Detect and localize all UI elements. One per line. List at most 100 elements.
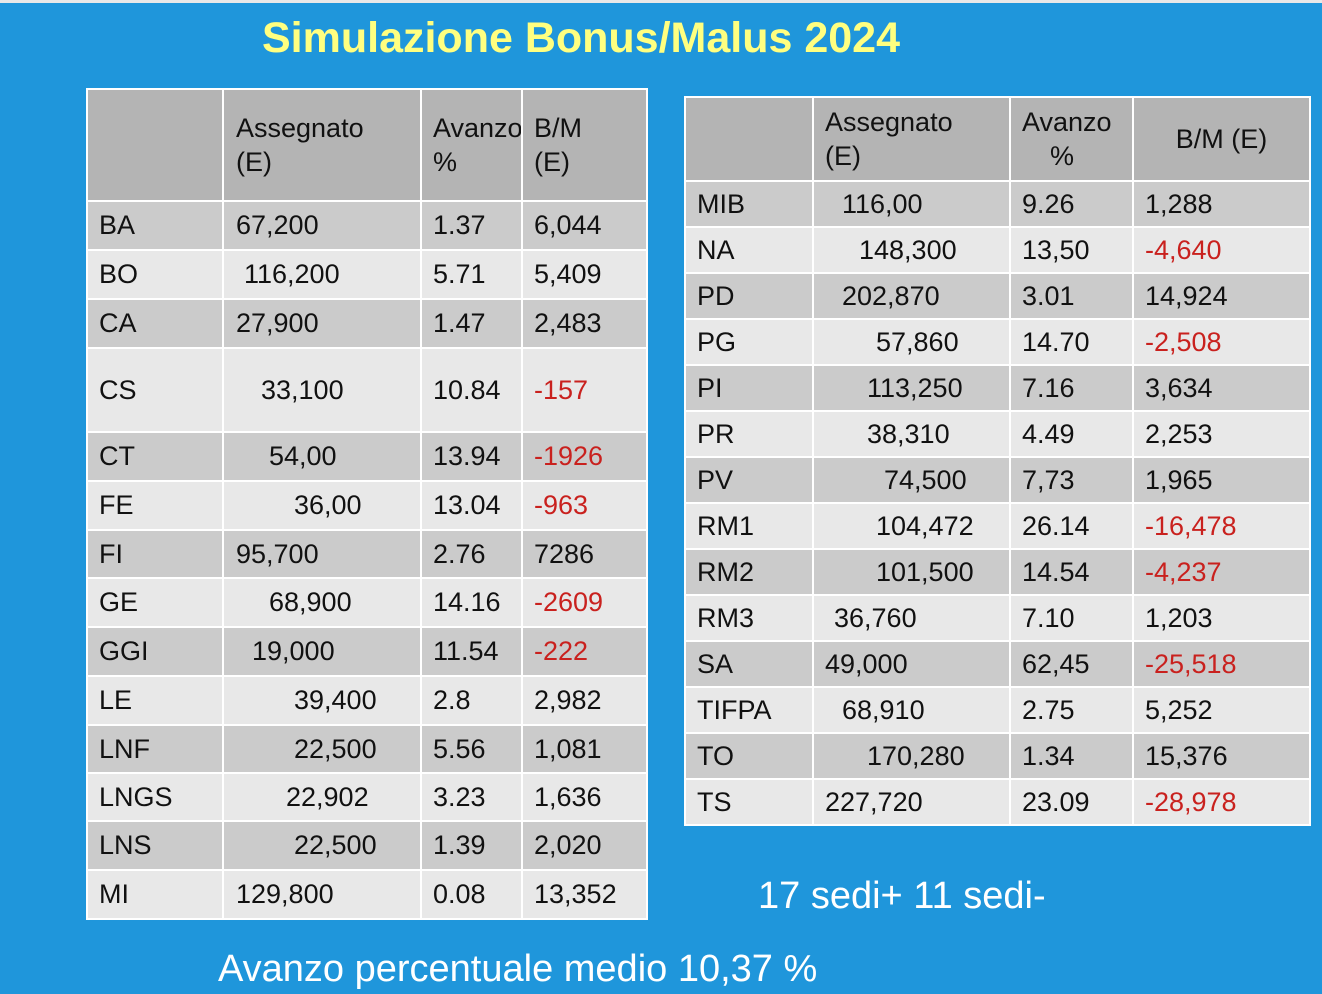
slide-title: Simulazione Bonus/Malus 2024 [262,14,901,62]
cell-bm: 5,409 [521,249,648,300]
cell-assegnato: 33,100 [222,347,422,433]
cell-avanzo: 2.76 [420,529,523,579]
cell-sede: LNF [86,724,224,774]
cell-bm: -4,237 [1132,548,1311,596]
left-table-body: BA 67,200 1.37 6,044 BO 116,200 5.71 5,409 CA 27,… [86,200,648,920]
cell-avanzo: 7.10 [1009,594,1134,642]
cell-avanzo: 23.09 [1009,778,1134,826]
cell-avanzo: 13.04 [420,480,523,531]
cell-avanzo: 11.54 [420,626,523,677]
cell-bm: 2,020 [521,820,648,871]
cell-sede: FI [86,529,224,579]
table-row: CS 33,100 10.84 -157 [86,347,648,433]
cell-avanzo: 10.84 [420,347,523,433]
cell-assegnato: 170,280 [812,732,1011,780]
cell-assegnato: 129,800 [222,869,422,920]
cell-assegnato: 36,00 [222,480,422,531]
cell-avanzo: 26.14 [1009,502,1134,550]
table-row: BO 116,200 5.71 5,409 [86,249,648,300]
cell-assegnato: 22,500 [222,724,422,774]
table-row: GE 68,900 14.16 -2609 [86,577,648,628]
cell-sede: BA [86,200,224,251]
cell-avanzo: 14.16 [420,577,523,628]
cell-sede: GE [86,577,224,628]
cell-avanzo: 3.23 [420,772,523,822]
table-row: PR 38,310 4.49 2,253 [684,410,1311,458]
cell-sede: PD [684,272,814,320]
cell-avanzo: 3.01 [1009,272,1134,320]
cell-assegnato: 116,00 [812,180,1011,228]
cell-bm: 6,044 [521,200,648,251]
table-row: PG 57,860 14.70 -2,508 [684,318,1311,366]
cell-assegnato: 101,500 [812,548,1011,596]
cell-avanzo: 1.34 [1009,732,1134,780]
table-row: TIFPA 68,910 2.75 5,252 [684,686,1311,734]
cell-sede: NA [684,226,814,274]
cell-assegnato: 68,910 [812,686,1011,734]
table-row: RM2 101,500 14.54 -4,237 [684,548,1311,596]
table-row: MIB 116,00 9.26 1,288 [684,180,1311,228]
cell-assegnato: 54,00 [222,431,422,482]
cell-sede: GGI [86,626,224,677]
header-bm: B/M (E) [521,88,648,202]
cell-bm: -2609 [521,577,648,628]
header-assegnato: Assegnato (E) [222,88,422,202]
cell-avanzo: 1.39 [420,820,523,871]
cell-avanzo: 5.56 [420,724,523,774]
cell-assegnato: 22,500 [222,820,422,871]
cell-bm: 7286 [521,529,648,579]
header-sede [86,88,224,202]
cell-sede: PR [684,410,814,458]
cell-bm: 1,081 [521,724,648,774]
cell-bm: -25,518 [1132,640,1311,688]
cell-assegnato: 36,760 [812,594,1011,642]
cell-bm: -963 [521,480,648,531]
cell-bm: -16,478 [1132,502,1311,550]
cell-sede: TIFPA [684,686,814,734]
cell-bm: 5,252 [1132,686,1311,734]
table-row: LNF 22,500 5.56 1,081 [86,724,648,774]
cell-sede: LNS [86,820,224,871]
table-row: LNS 22,500 1.39 2,020 [86,820,648,871]
cell-bm: -157 [521,347,648,433]
table-row: NA 148,300 13,50 -4,640 [684,226,1311,274]
cell-assegnato: 68,900 [222,577,422,628]
cell-sede: PI [684,364,814,412]
table-row: FI 95,700 2.76 7286 [86,529,648,579]
header-avanzo: Avanzo % [420,88,523,202]
cell-sede: LE [86,675,224,726]
cell-sede: RM3 [684,594,814,642]
table-row: PV 74,500 7,73 1,965 [684,456,1311,504]
cell-avanzo: 62,45 [1009,640,1134,688]
table-row: PI 113,250 7.16 3,634 [684,364,1311,412]
table-row: CT 54,00 13.94 -1926 [86,431,648,482]
sedi-summary: 17 sedi+ 11 sedi- [758,875,1046,917]
cell-avanzo: 1.37 [420,200,523,251]
table-row: TO 170,280 1.34 15,376 [684,732,1311,780]
left-results-table: Assegnato (E) Avanzo % B/M (E) BA 67,200 1… [86,88,648,920]
cell-avanzo: 2.8 [420,675,523,726]
cell-bm: -2,508 [1132,318,1311,366]
cell-assegnato: 116,200 [222,249,422,300]
table-row: LE 39,400 2.8 2,982 [86,675,648,726]
cell-bm: 14,924 [1132,272,1311,320]
cell-assegnato: 95,700 [222,529,422,579]
cell-bm: 1,288 [1132,180,1311,228]
table-row: RM3 36,760 7.10 1,203 [684,594,1311,642]
cell-avanzo: 14.54 [1009,548,1134,596]
cell-sede: LNGS [86,772,224,822]
cell-bm: 1,636 [521,772,648,822]
cell-avanzo: 13,50 [1009,226,1134,274]
cell-bm: 1,965 [1132,456,1311,504]
header-avanzo: Avanzo % [1009,96,1134,182]
cell-assegnato: 113,250 [812,364,1011,412]
cell-sede: RM2 [684,548,814,596]
cell-avanzo: 1.47 [420,298,523,349]
cell-sede: CT [86,431,224,482]
cell-assegnato: 49,000 [812,640,1011,688]
cell-sede: RM1 [684,502,814,550]
cell-avanzo: 14.70 [1009,318,1134,366]
table-row: TS 227,720 23.09 -28,978 [684,778,1311,826]
cell-bm: 1,203 [1132,594,1311,642]
cell-sede: TS [684,778,814,826]
